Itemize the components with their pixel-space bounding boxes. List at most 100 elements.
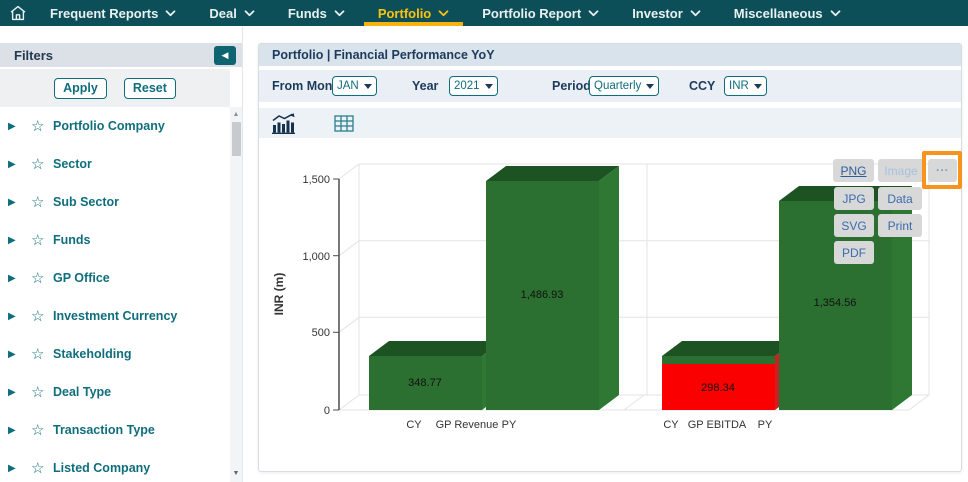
bar-gp-ebitda-cy[interactable]: 298.34 [662,341,795,410]
year-select[interactable]: 2021 [449,76,498,96]
bar-value-label: 298.34 [701,382,735,394]
filter-item-label: Sector [53,157,92,171]
page-title: Portfolio | Financial Performance YoY [259,44,961,66]
expand-arrow-icon[interactable] [8,387,31,398]
caret-down-icon [646,83,655,89]
view-toggle [259,108,961,138]
star-icon[interactable] [31,383,53,401]
home-icon[interactable] [0,0,36,26]
bar-value-label: 1,486.93 [521,289,564,301]
filter-item-deal-type[interactable]: Deal Type [0,373,230,411]
nav-item-label: Portfolio [377,5,432,21]
star-icon[interactable] [31,307,53,325]
collapse-filters-button[interactable] [214,45,236,65]
filter-item-sector[interactable]: Sector [0,145,230,183]
filter-item-label: GP Office [53,271,110,285]
expand-arrow-icon[interactable] [8,159,31,170]
star-icon[interactable] [31,459,53,477]
ellipsis-menu-icon[interactable] [928,159,957,182]
filter-item-listed-company[interactable]: Listed Company [0,449,230,482]
reset-button[interactable]: Reset [123,77,176,99]
year-value: 2021 [454,80,480,92]
nav-item-label: Frequent Reports [50,5,159,21]
filter-item-transaction-type[interactable]: Transaction Type [0,411,230,449]
table-icon[interactable] [334,114,354,132]
nav-item-portfolio-report[interactable]: Portfolio Report [468,0,613,26]
y-tick: 500 [312,327,330,339]
export-pdf-button[interactable]: PDF [834,241,874,264]
expand-arrow-icon[interactable] [8,235,31,246]
export-jpg-button[interactable]: JPG [834,187,874,210]
filter-item-portfolio-company[interactable]: Portfolio Company [0,107,230,145]
bar-gp-revenue-cy[interactable]: 348.77 [369,341,502,410]
nav-item-label: Deal [209,5,237,21]
filter-item-label: Stakeholding [53,347,132,361]
expand-arrow-icon[interactable] [8,311,31,322]
star-icon[interactable] [31,193,53,211]
expand-arrow-icon[interactable] [8,197,31,208]
filter-item-label: Investment Currency [53,309,178,323]
nav-item-deal[interactable]: Deal [195,0,268,26]
ccy-select[interactable]: INR [724,76,767,96]
filter-item-sub-sector[interactable]: Sub Sector [0,183,230,221]
expand-arrow-icon[interactable] [8,121,31,132]
star-icon[interactable] [31,421,53,439]
star-icon[interactable] [31,345,53,363]
expand-arrow-icon[interactable] [8,273,31,284]
x-label-gp-revenue: GP Revenue [436,419,499,431]
nav-item-investor[interactable]: Investor [618,0,715,26]
bar-value-label: 348.77 [408,377,442,389]
export-svg-button[interactable]: SVG [834,214,874,237]
scroll-down-icon[interactable] [233,470,240,477]
filter-item-gp-office[interactable]: GP Office [0,259,230,297]
filter-item-label: Deal Type [53,385,112,399]
x-label-cy: CY [406,419,422,431]
nav-item-funds[interactable]: Funds [274,0,359,26]
ccy-label: CCY [689,79,716,93]
scrollbar-thumb[interactable] [231,122,241,156]
sidebar-scrollbar[interactable] [230,107,242,482]
filter-item-label: Portfolio Company [53,119,165,133]
period-select[interactable]: Quarterly [589,76,660,96]
caret-down-icon [363,83,372,89]
filter-item-investment-currency[interactable]: Investment Currency [0,297,230,335]
ccy-value: INR [729,80,749,92]
report-panel: Portfolio | Financial Performance YoY Fr… [258,43,962,472]
star-icon[interactable] [31,231,53,249]
filter-item-label: Sub Sector [53,195,119,209]
chevron-down-icon [334,9,345,16]
y-axis-title: INR (m) [272,273,286,316]
expand-arrow-icon[interactable] [8,463,31,474]
apply-button[interactable]: Apply [54,77,107,99]
yoy-column-chart: 0 500 1,000 1,500 INR (m) 348.77 1,486.9… [272,163,930,431]
export-image-button[interactable]: Image [878,159,924,182]
nav-item-label: Investor [632,5,683,21]
expand-arrow-icon[interactable] [8,349,31,360]
bar-chart-icon[interactable] [271,112,296,134]
caret-down-icon [753,83,762,89]
nav-item-frequent-reports[interactable]: Frequent Reports [36,0,190,26]
x-label-gp-ebitda: GP EBITDA [688,419,747,431]
star-icon[interactable] [31,269,53,287]
nav-item-miscellaneous[interactable]: Miscellaneous [720,0,855,26]
y-tick: 0 [324,405,330,417]
period-label: Period [552,79,591,93]
bar-gp-revenue-py[interactable]: 1,486.93 [486,166,619,410]
y-tick: 1,000 [302,251,330,263]
from-month-select[interactable]: JAN [332,76,377,96]
filters-title: Filters [14,47,54,63]
x-label-py: PY [502,419,517,431]
year-label: Year [412,79,439,93]
export-print-button[interactable]: Print [878,214,922,237]
period-value: Quarterly [594,80,642,92]
caret-down-icon [484,83,493,89]
scroll-up-icon[interactable] [233,111,240,118]
star-icon[interactable] [31,117,53,135]
filter-item-stakeholding[interactable]: Stakeholding [0,335,230,373]
filter-item-funds[interactable]: Funds [0,221,230,259]
nav-item-portfolio[interactable]: Portfolio [364,0,463,26]
star-icon[interactable] [31,155,53,173]
expand-arrow-icon[interactable] [8,425,31,436]
export-png-button[interactable]: PNG [833,159,874,182]
export-data-button[interactable]: Data [878,187,922,210]
